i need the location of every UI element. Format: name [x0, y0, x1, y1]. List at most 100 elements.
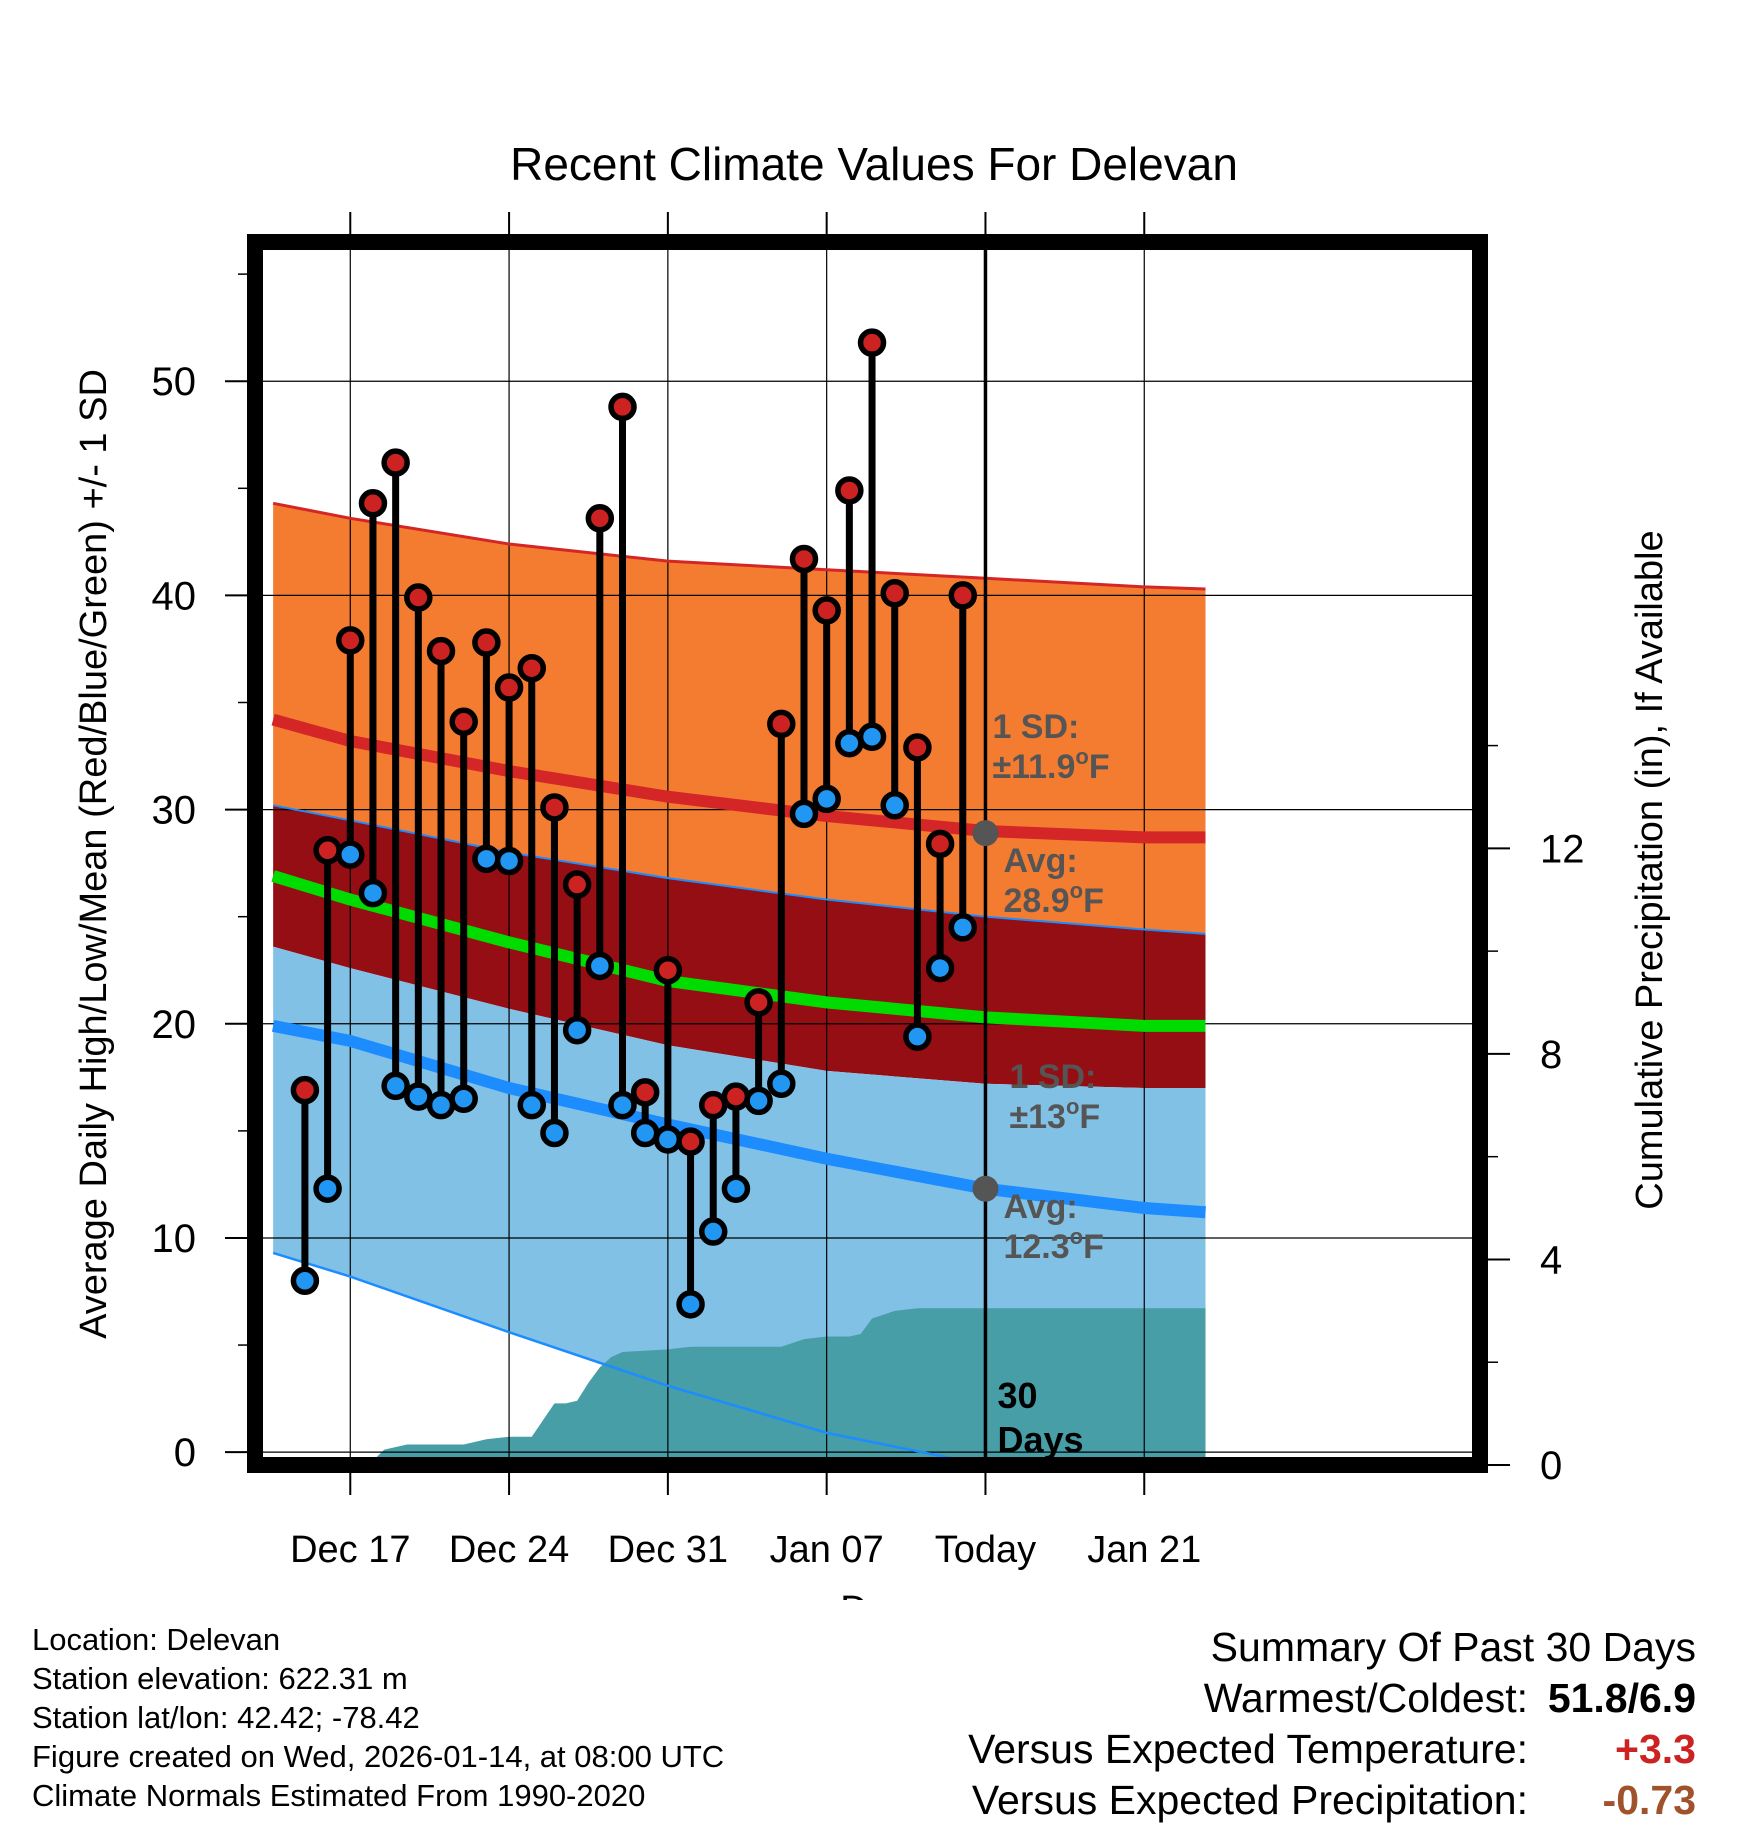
high-normal-line	[271, 713, 1206, 844]
low-marker	[721, 1174, 751, 1203]
y-axis-label: Average Daily High/Low/Mean (Red/Blue/Gr…	[73, 369, 115, 1339]
high-lower-sd-line	[272, 804, 1206, 935]
high-marker	[562, 870, 592, 899]
high-marker	[744, 988, 773, 1017]
summary-precip-row: Versus Expected Precipitation: -0.73	[968, 1775, 1696, 1826]
high-marker	[585, 504, 615, 533]
low-avg-label: Avg:	[1003, 1188, 1077, 1226]
high-avg-label: Avg:	[1003, 842, 1077, 880]
station-info: Location: Delevan Station elevation: 622…	[32, 1620, 724, 1815]
chart-title: Recent Climate Values For Delevan	[510, 138, 1238, 190]
axes: 0 10 20 30 40 50 0 4 8 12 Dec 17 Dec 24 Dec 31 Jan 07…	[152, 212, 1585, 1571]
low-marker	[313, 1174, 342, 1203]
low-marker	[540, 1118, 569, 1148]
high-marker	[358, 489, 388, 518]
high-marker	[540, 793, 569, 822]
high-marker	[903, 733, 932, 762]
low-marker	[404, 1082, 433, 1111]
low-avg-value: 12.3oF	[1003, 1224, 1103, 1266]
low-marker	[857, 722, 887, 752]
high-marker	[789, 544, 819, 574]
low-marker	[290, 1266, 320, 1296]
low-lower-sd-line	[272, 1251, 1206, 1465]
precip-value: -0.73	[1602, 1777, 1696, 1823]
low-marker	[948, 913, 978, 942]
low-normal-line	[272, 1020, 1206, 1219]
low-marker	[381, 1071, 410, 1101]
y-right-tick-label: 4	[1540, 1238, 1562, 1282]
high-avg-dot	[972, 820, 999, 847]
y-tick-label: 20	[152, 1003, 197, 1047]
low-marker	[630, 1118, 660, 1148]
high-marker	[676, 1127, 705, 1156]
warmest-value: 51.8/6.9	[1547, 1675, 1696, 1721]
low-marker	[517, 1090, 547, 1120]
high-marker	[449, 707, 478, 737]
high-marker	[653, 955, 683, 985]
high-marker	[313, 836, 342, 865]
high-marker	[857, 328, 887, 357]
x-tick-label: Dec 31	[608, 1529, 728, 1571]
climate-chart: Recent Climate Values For Delevan 1 SD:±…	[73, 138, 1671, 1600]
temp-value: +3.3	[1615, 1726, 1696, 1772]
high-marker	[948, 581, 978, 610]
low-marker	[653, 1125, 683, 1154]
high-avg-value: 28.9oF	[1003, 878, 1103, 920]
x-tick-label: Dec 24	[449, 1529, 569, 1571]
low-marker	[426, 1090, 456, 1120]
precipitation-area-group	[255, 1308, 1206, 1465]
summary-heading: Summary Of Past 30 Days	[1210, 1624, 1696, 1670]
low-marker	[676, 1290, 705, 1319]
high-sd-label: 1 SD:	[992, 708, 1079, 746]
high-marker	[630, 1078, 660, 1107]
high-sd-value: ±11.9oF	[992, 744, 1109, 786]
y-right-tick-label: 12	[1540, 827, 1585, 871]
high-marker	[608, 392, 637, 422]
low-marker	[812, 784, 841, 814]
y-tick-label: 0	[174, 1431, 196, 1475]
y-tick-label: 10	[152, 1217, 197, 1261]
high-marker	[835, 476, 864, 505]
low-marker	[698, 1217, 728, 1246]
created-text: Figure created on Wed, 2026-01-14, at 08…	[32, 1739, 725, 1774]
precipitation-area	[255, 1308, 1206, 1465]
y-tick-label: 40	[152, 574, 197, 618]
low-marker	[744, 1086, 773, 1116]
temp-label: Versus Expected Temperature:	[968, 1726, 1528, 1772]
low-marker	[449, 1084, 478, 1113]
daily-markers	[290, 328, 978, 1319]
summary-panel: Summary Of Past 30 Days Warmest/Coldest:…	[968, 1622, 1696, 1826]
y-tick-label: 30	[152, 789, 197, 833]
high-marker	[381, 448, 410, 477]
normals-text: Climate Normals Estimated From 1990-2020	[32, 1778, 646, 1813]
high-marker	[517, 653, 547, 683]
x-axis-label: Day	[840, 1589, 908, 1600]
low-marker	[880, 791, 909, 820]
low-marker	[789, 799, 819, 829]
warmest-label: Warmest/Coldest:	[1203, 1675, 1528, 1721]
high-marker	[812, 596, 841, 625]
low-marker	[585, 951, 615, 981]
high-marker	[404, 583, 433, 612]
high-marker	[767, 709, 796, 739]
high-upper-sd-line	[272, 501, 1206, 591]
low-marker	[608, 1090, 637, 1120]
x-tick-label: Jan 21	[1087, 1529, 1201, 1571]
summary-temp-row: Versus Expected Temperature: +3.3	[968, 1724, 1696, 1775]
low-marker	[336, 840, 365, 869]
precip-label: Versus Expected Precipitation:	[971, 1777, 1528, 1823]
plot-frame	[247, 234, 1488, 1473]
location-text: Location: Delevan	[32, 1622, 281, 1657]
high-marker	[290, 1075, 320, 1105]
high-marker	[698, 1090, 728, 1120]
high-marker	[472, 628, 501, 657]
high-marker	[336, 626, 365, 655]
high-marker	[426, 636, 456, 666]
y-tick-label: 50	[152, 360, 197, 404]
x-tick-label: Jan 07	[770, 1529, 884, 1571]
high-marker	[494, 673, 524, 702]
low-marker	[925, 953, 955, 983]
low-marker	[562, 1015, 592, 1045]
low-marker	[472, 844, 501, 874]
